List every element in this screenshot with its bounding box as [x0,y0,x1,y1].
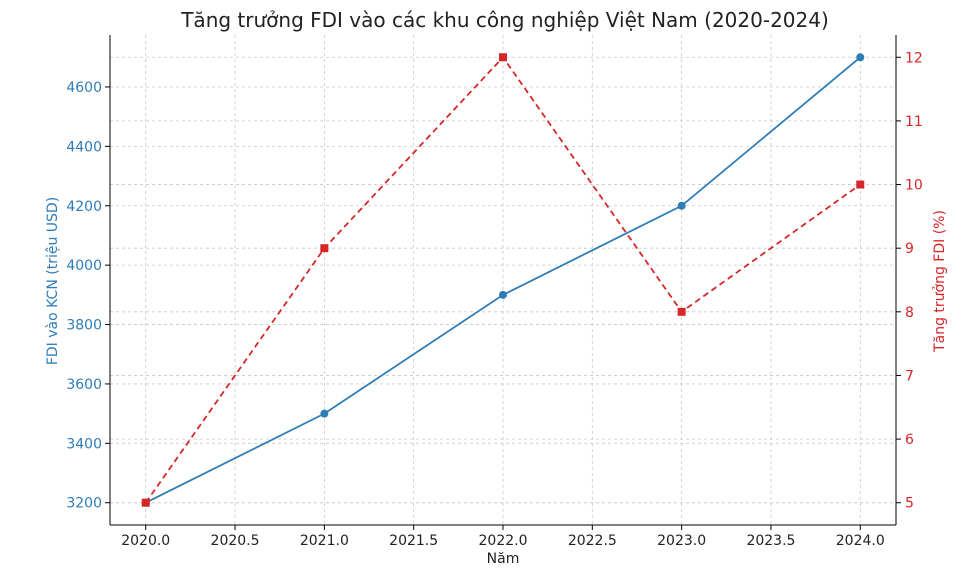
x-tick-label: 2021.0 [300,533,349,549]
y-left-tick-label: 4400 [66,139,102,155]
grid [110,35,896,525]
x-tick-label: 2022.0 [479,533,528,549]
y-right-tick-label: 6 [905,432,914,448]
series-layer [141,53,865,507]
data-point-right [320,244,329,253]
ticks: 2020.0 2020.5 2021.0 2021.5 2022.0 2022.5 2023… [66,50,922,549]
data-point-left [677,201,686,210]
y-right-tick-label: 8 [905,305,914,321]
series-line-right [144,55,861,504]
data-point-right [141,498,150,507]
series-line-left [145,56,861,504]
y-right-tick-label: 12 [905,50,923,66]
chart-title: Tăng trưởng FDI vào các khu công nghiệp … [180,8,829,32]
x-axis-label: Năm [487,551,520,567]
y-right-tick-label: 9 [905,241,914,257]
x-tick-label: 2021.5 [389,533,438,549]
y-right-tick-label: 7 [905,368,914,384]
data-point-right [677,307,686,316]
data-point-right [499,53,507,62]
y-left-tick-label: 3600 [66,377,102,393]
y-left-tick-label: 3400 [66,436,102,452]
x-tick-label: 2023.5 [746,533,795,549]
data-point-right [856,180,865,189]
y-right-tick-label: 10 [905,178,923,194]
x-tick-label: 2023.0 [657,533,706,549]
data-point-left [320,409,329,418]
x-tick-label: 2020.5 [211,533,260,549]
y-left-tick-label: 3200 [66,496,102,512]
y-right-tick-label: 5 [905,496,914,512]
y-left-tick-label: 3800 [66,318,102,334]
y-axis-left-label: FDI vào KCN (triệu USD) [45,197,61,365]
data-point-left [499,290,507,299]
y-left-tick-label: 4000 [66,258,102,274]
x-tick-label: 2020.0 [121,533,170,549]
y-left-tick-label: 4200 [66,199,102,215]
data-point-left [856,53,865,62]
y-left-tick-label: 4600 [66,80,102,96]
x-tick-label: 2022.5 [568,533,617,549]
x-tick-label: 2024.0 [836,533,885,549]
y-right-tick-label: 11 [905,114,923,130]
y-axis-right-label: Tăng trưởng FDI (%) [932,210,948,353]
